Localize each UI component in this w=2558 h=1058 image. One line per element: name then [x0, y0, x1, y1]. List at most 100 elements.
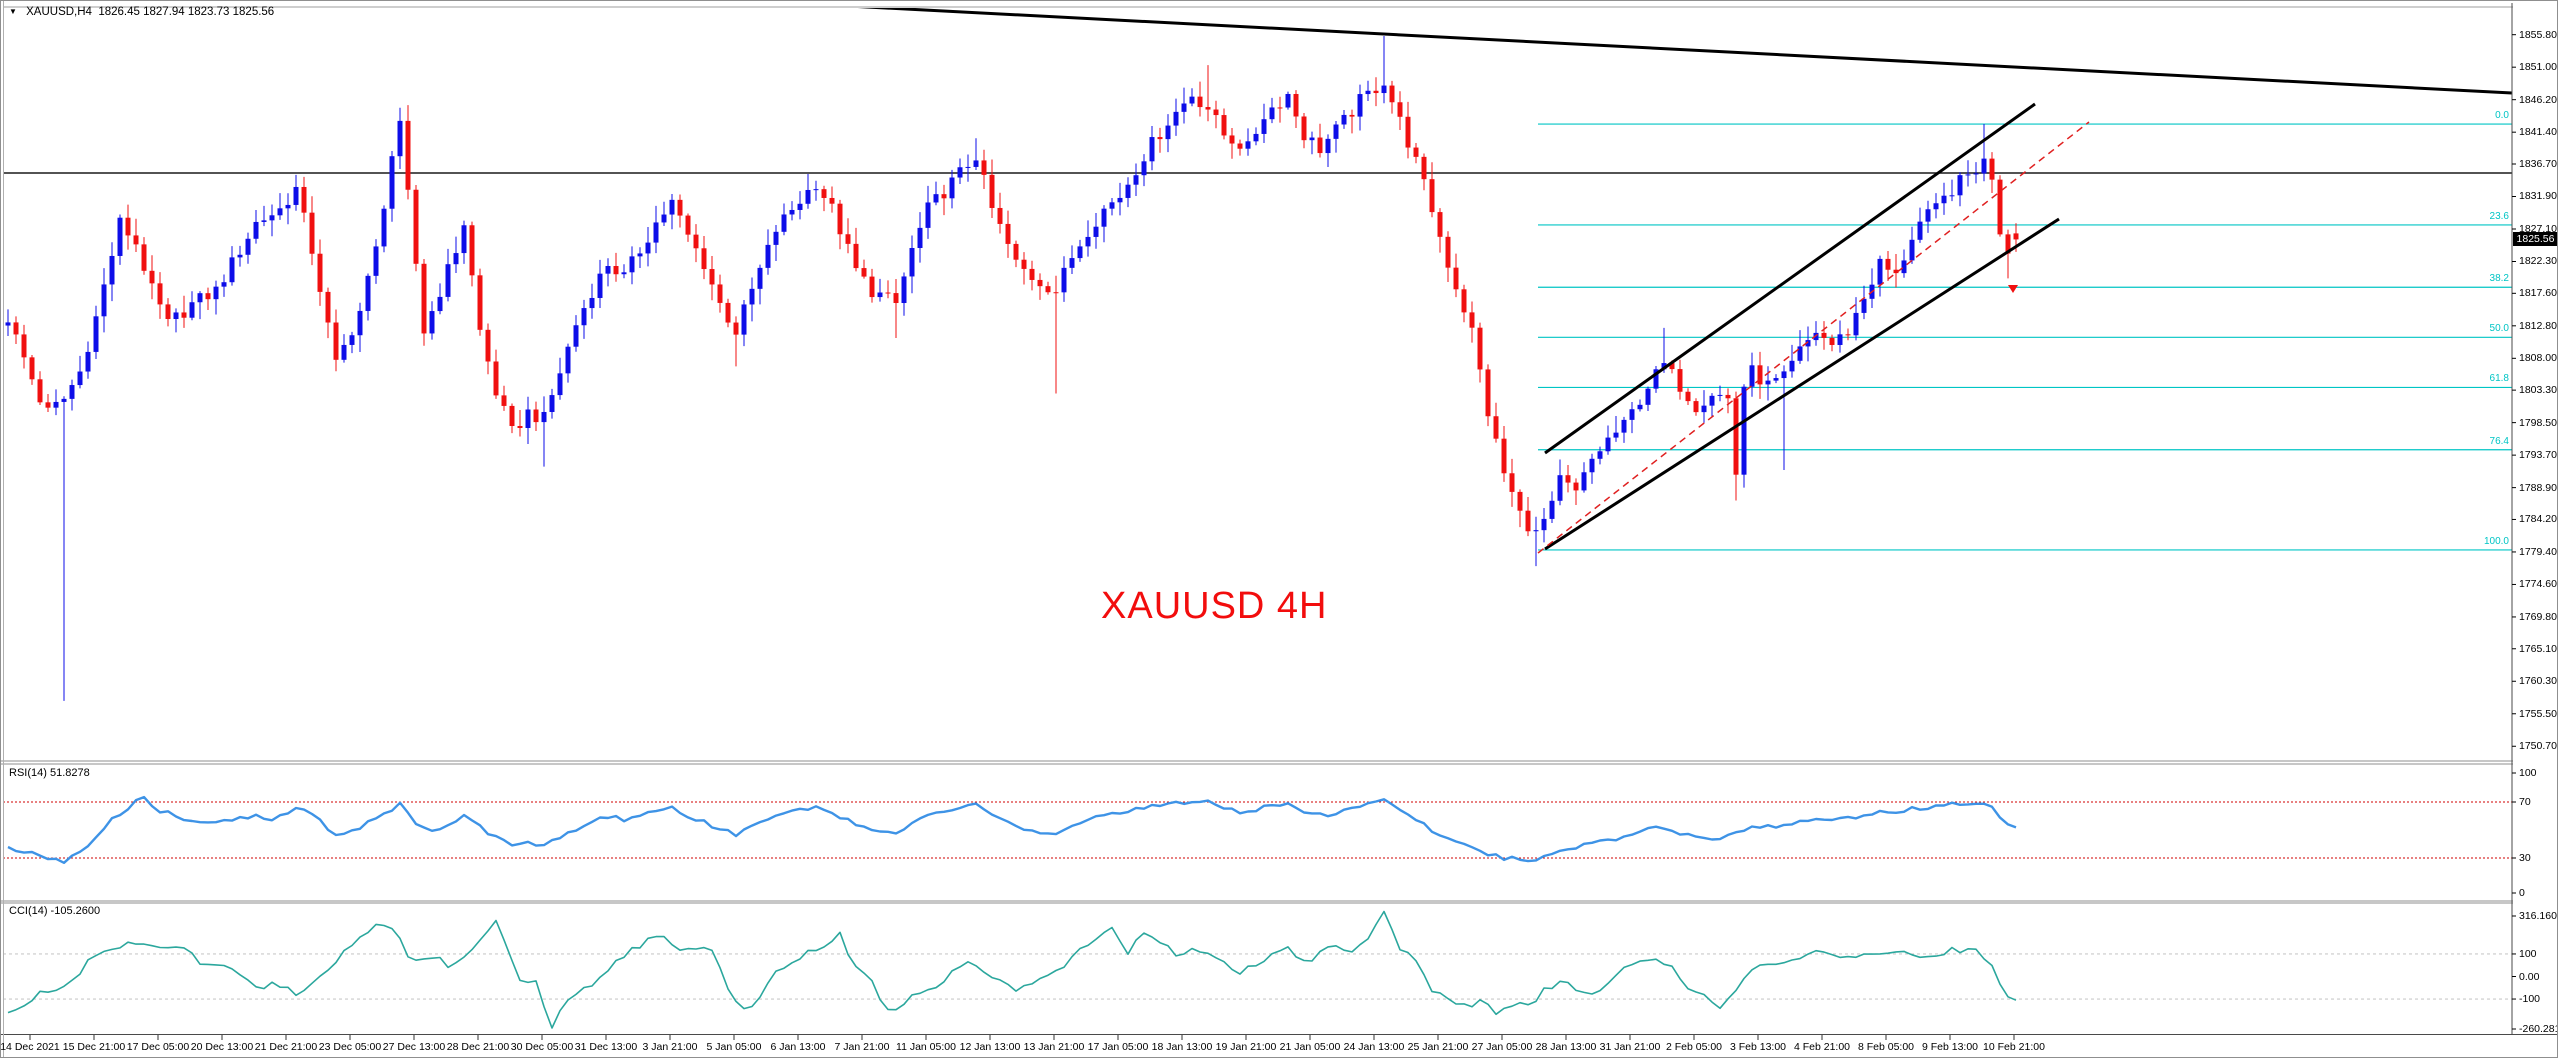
- time-axis-label: 12 Jan 13:00: [959, 1041, 1021, 1053]
- dropdown-arrow-icon[interactable]: ▼: [9, 7, 17, 16]
- candle-body: [661, 214, 667, 223]
- candle-body: [565, 346, 571, 374]
- candle-body: [613, 266, 619, 275]
- candle-body: [549, 395, 555, 412]
- candle-body: [1669, 363, 1675, 370]
- chart-watermark: XAUUSD 4H: [1101, 585, 1328, 627]
- candle-body: [885, 292, 891, 294]
- candle-body: [173, 312, 179, 320]
- candle-body: [485, 329, 491, 362]
- candle-body: [1565, 475, 1571, 483]
- candle-body: [637, 253, 643, 257]
- time-axis-label: 27 Jan 05:00: [1471, 1041, 1533, 1053]
- candle-body: [333, 322, 339, 360]
- candle-body: [1517, 491, 1523, 511]
- candle-body: [53, 401, 59, 408]
- rsi-scale-label: 0: [2519, 887, 2525, 899]
- candle-body: [725, 302, 731, 323]
- candle-body: [1693, 401, 1699, 413]
- rsi-scale-label: 70: [2519, 796, 2531, 808]
- candle-body: [901, 276, 907, 304]
- cci-panel-surface[interactable]: [1, 904, 2512, 1034]
- candle-body: [1853, 312, 1859, 336]
- candle-body: [1885, 258, 1891, 270]
- descending_trendline[interactable]: [829, 5, 2512, 95]
- candlestick-series: [5, 36, 2019, 701]
- candle-body: [1509, 473, 1515, 492]
- candle-body: [1101, 208, 1107, 227]
- fib-diagonal-dashed-line: [1537, 121, 2090, 554]
- fib-level-label-50.0: 50.0: [2489, 323, 2509, 335]
- main-chart-surface[interactable]: [1, 8, 2512, 761]
- candle-body: [1429, 179, 1435, 213]
- candle-body: [845, 234, 851, 244]
- price-axis-label: 1808.00: [2519, 352, 2557, 365]
- price-axis-label: 1755.50: [2519, 707, 2557, 720]
- candle-body: [829, 197, 835, 204]
- time-axis-label: 31 Dec 13:00: [574, 1041, 638, 1053]
- candle-body: [1325, 138, 1331, 154]
- price-axis-background: [2513, 3, 2557, 1034]
- candle-body: [1221, 115, 1227, 136]
- candle-body: [1077, 246, 1083, 259]
- candle-body: [1309, 137, 1315, 141]
- candle-body: [917, 227, 923, 249]
- rsi-panel-surface[interactable]: [1, 765, 2512, 900]
- candle-body: [1533, 530, 1539, 532]
- candle-body: [989, 174, 995, 208]
- candle-body: [1381, 85, 1387, 94]
- candle-body: [469, 225, 475, 276]
- candle-body: [93, 316, 99, 352]
- candle-body: [1661, 363, 1667, 370]
- candle-body: [1349, 114, 1355, 117]
- candle-body: [629, 256, 635, 273]
- time-axis-label: 28 Jan 13:00: [1535, 1041, 1597, 1053]
- candle-body: [1845, 334, 1851, 336]
- candle-body: [749, 288, 755, 305]
- channel-lower-trendline[interactable]: [1544, 217, 2060, 551]
- fib-level-label-23.6: 23.6: [2489, 210, 2509, 222]
- price-axis-label: 1798.50: [2519, 416, 2557, 429]
- candle-body: [1765, 380, 1771, 385]
- candle-body: [1069, 258, 1075, 268]
- candle-body: [309, 212, 315, 254]
- candle-body: [821, 189, 827, 198]
- candle-body: [5, 322, 11, 326]
- price-axis-label: 1851.00: [2519, 61, 2557, 74]
- candle-body: [1981, 158, 1987, 174]
- candle-body: [237, 254, 243, 258]
- candle-body: [957, 167, 963, 178]
- time-axis-label: 23 Dec 05:00: [318, 1041, 382, 1053]
- candle-body: [1973, 173, 1979, 175]
- candle-body: [1909, 239, 1915, 261]
- candle-body: [1245, 141, 1251, 149]
- time-axis-label: 6 Jan 13:00: [770, 1041, 826, 1053]
- candle-body: [1749, 365, 1755, 387]
- candle-body: [1037, 279, 1043, 287]
- price-axis-label: 1803.30: [2519, 384, 2557, 397]
- main-chart-group: [3, 5, 2512, 701]
- time-axis-label: 13 Jan 21:00: [1023, 1041, 1085, 1053]
- candle-body: [397, 120, 403, 157]
- time-axis-label: 20 Dec 13:00: [190, 1041, 254, 1053]
- candle-body: [1701, 405, 1707, 413]
- candle-body: [21, 334, 27, 358]
- candle-body: [1149, 137, 1155, 162]
- price-axis-label: 1784.20: [2519, 513, 2557, 526]
- title-ohlc: 1826.45 1827.94 1823.73 1825.56: [98, 6, 275, 18]
- candle-body: [941, 194, 947, 199]
- candle-body: [581, 308, 587, 326]
- candle-body: [229, 257, 235, 283]
- candle-body: [2005, 234, 2011, 254]
- candle-body: [157, 283, 163, 305]
- candle-body: [493, 361, 499, 396]
- candle-body: [597, 273, 603, 298]
- channel-upper-trendline[interactable]: [1544, 102, 2036, 455]
- candle-body: [1469, 312, 1475, 328]
- time-axis-label: 2 Feb 05:00: [1665, 1041, 1723, 1053]
- price-axis-label: 1774.60: [2519, 578, 2557, 591]
- cci-scale-label: 100: [2519, 947, 2537, 960]
- candle-body: [741, 304, 747, 335]
- candle-body: [1133, 175, 1139, 185]
- candle-body: [1757, 365, 1763, 385]
